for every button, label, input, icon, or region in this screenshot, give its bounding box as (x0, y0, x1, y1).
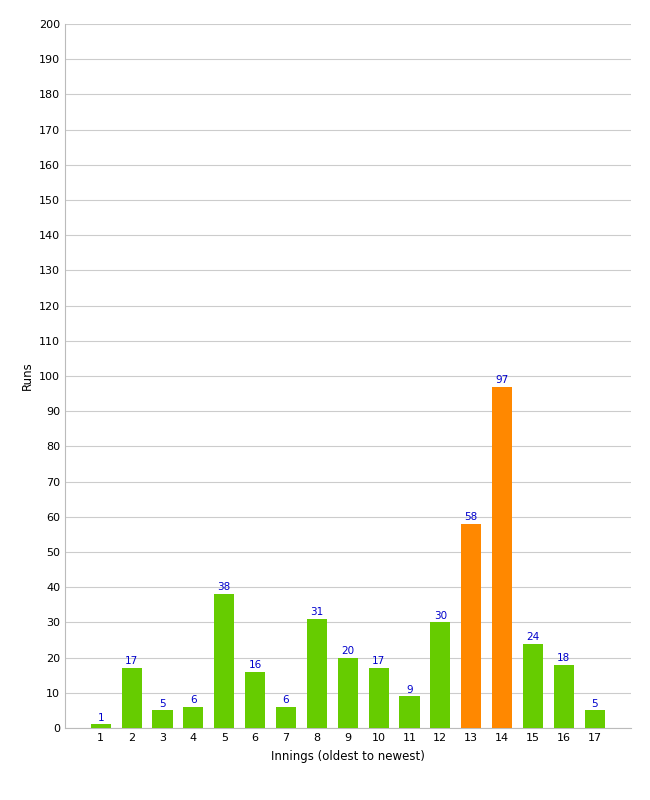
Bar (523, 643, 543, 728)
Text: 17: 17 (372, 656, 385, 666)
Bar (369, 668, 389, 728)
Text: 5: 5 (159, 698, 166, 709)
Bar (585, 710, 604, 728)
Text: 16: 16 (248, 660, 262, 670)
Text: 30: 30 (434, 610, 447, 621)
Bar (307, 619, 327, 728)
Bar (214, 594, 234, 728)
Bar (462, 524, 481, 728)
Y-axis label: Runs: Runs (20, 362, 33, 390)
Bar (245, 672, 265, 728)
X-axis label: Innings (oldest to newest): Innings (oldest to newest) (271, 750, 424, 763)
Bar (91, 725, 111, 728)
Bar (338, 658, 358, 728)
Text: 24: 24 (526, 632, 539, 642)
Text: 5: 5 (592, 698, 598, 709)
Bar (492, 386, 512, 728)
Text: 6: 6 (190, 695, 197, 705)
Text: 20: 20 (341, 646, 354, 656)
Bar (400, 696, 419, 728)
Text: 38: 38 (218, 582, 231, 593)
Bar (153, 710, 172, 728)
Bar (276, 707, 296, 728)
Bar (554, 665, 574, 728)
Text: 1: 1 (98, 713, 104, 722)
Text: 9: 9 (406, 685, 413, 694)
Bar (183, 707, 203, 728)
Text: 58: 58 (465, 512, 478, 522)
Text: 18: 18 (557, 653, 571, 663)
Text: 97: 97 (495, 374, 509, 385)
Text: 17: 17 (125, 656, 138, 666)
Bar (122, 668, 142, 728)
Bar (430, 622, 450, 728)
Text: 31: 31 (310, 607, 324, 617)
Text: 6: 6 (283, 695, 289, 705)
